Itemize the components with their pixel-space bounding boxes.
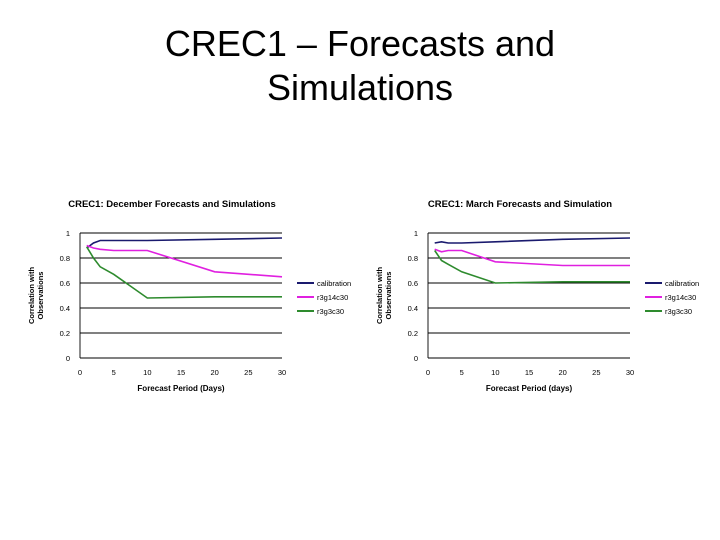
march-series-line-calibration (434, 237, 631, 244)
march-x-tick-label: 20 (558, 368, 566, 377)
march-chart: CREC1: March Forecasts and Simulation 0 0.… (375, 199, 699, 393)
december-series-line-calibration (86, 237, 283, 249)
december-legend-label-calibration: calibration (317, 279, 351, 288)
march-y-tick-label: 0.2 (408, 329, 418, 338)
march-y-tick-label: 0 (414, 354, 418, 363)
december-x-tick-label: 25 (244, 368, 252, 377)
march-chart-title: CREC1: March Forecasts and Simulation (428, 199, 612, 210)
december-chart-title: CREC1: December Forecasts and Simulation… (68, 199, 275, 210)
december-x-tick-label: 30 (278, 368, 286, 377)
december-y-axis-label-line-1: Correlation with (27, 267, 36, 325)
december-series-line-r3g3c30 (86, 246, 282, 299)
december-legend-label-r3g3c30: r3g3c30 (317, 307, 344, 316)
march-y-tick-label: 0.4 (408, 304, 418, 313)
march-x-tick-label: 0 (426, 368, 430, 377)
march-legend-label-r3g3c30: r3g3c30 (665, 307, 692, 316)
december-y-tick-label: 0 (66, 354, 70, 363)
march-legend-label-r3g14c30: r3g14c30 (665, 293, 696, 302)
march-x-tick-label: 25 (592, 368, 600, 377)
december-x-tick-label: 20 (210, 368, 218, 377)
slide-title: CREC1 – Forecasts and Simulations (0, 22, 720, 110)
march-x-tick-label: 30 (626, 368, 634, 377)
december-x-tick-label: 10 (143, 368, 151, 377)
march-series-line-r3g3c30 (434, 250, 630, 284)
december-legend-label-r3g14c30: r3g14c30 (317, 293, 348, 302)
december-x-axis-label: Forecast Period (Days) (137, 384, 224, 393)
march-x-tick-label: 10 (491, 368, 499, 377)
march-y-axis-label-line-2: Observations (384, 272, 393, 320)
december-x-tick-label: 5 (112, 368, 116, 377)
december-x-tick-label: 15 (177, 368, 185, 377)
march-x-tick-label: 5 (460, 368, 464, 377)
march-y-axis-label-line-1: Correlation with (375, 267, 384, 325)
december-x-tick-label: 0 (78, 368, 82, 377)
december-y-tick-label: 0.8 (60, 254, 70, 263)
december-y-tick-label: 0.6 (60, 279, 70, 288)
march-y-tick-label: 0.8 (408, 254, 418, 263)
december-series-line-r3g14c30 (86, 244, 283, 278)
slide-title-line-2: Simulations (266, 67, 454, 108)
march-legend-label-calibration: calibration (665, 279, 699, 288)
march-x-tick-label: 15 (525, 368, 533, 377)
slide-title-line-1: CREC1 – Forecasts and (164, 23, 556, 64)
december-y-axis-label-line-2: Observations (36, 272, 45, 320)
march-series-line-r3g14c30 (434, 248, 630, 267)
december-y-tick-label: 1 (66, 229, 70, 238)
march-y-tick-label: 1 (414, 229, 418, 238)
december-chart: CREC1: December Forecasts and Simulation… (27, 199, 351, 393)
december-y-tick-label: 0.4 (60, 304, 70, 313)
december-y-tick-label: 0.2 (60, 329, 70, 338)
march-y-tick-label: 0.6 (408, 279, 418, 288)
march-x-axis-label: Forecast Period (days) (486, 384, 573, 393)
